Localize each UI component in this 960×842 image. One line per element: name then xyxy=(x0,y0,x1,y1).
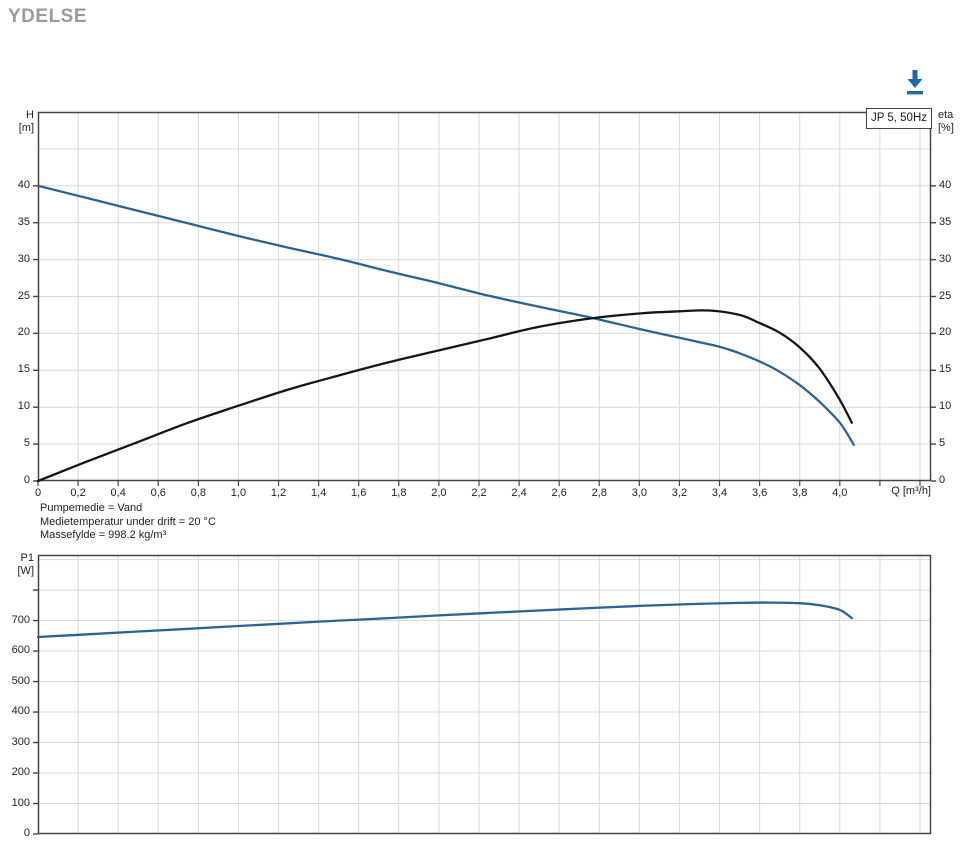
x-axis-tick-label: 2,6 xyxy=(551,487,567,499)
x-axis-tick-label: 0 xyxy=(34,487,42,499)
y-axis-tick-label: 5 xyxy=(939,437,946,450)
x-axis-tick-label: 4,0 xyxy=(832,487,848,499)
x-axis-tick-label: 2,8 xyxy=(591,487,607,499)
y-axis-tick-label: 20 xyxy=(939,326,952,339)
y-axis-tick-label: 40 xyxy=(17,178,30,191)
y-axis-tick-label: 500 xyxy=(11,674,30,687)
x-axis-tick-label: 3,0 xyxy=(631,487,647,499)
y-axis-tick-label: 15 xyxy=(17,363,30,376)
y-axis-tick-label: 35 xyxy=(17,215,30,228)
annotation-medium-temperature: Medietemperatur under drift = 20 °C xyxy=(40,515,216,528)
x-axis-tick-label: 3,4 xyxy=(711,487,728,499)
y-axis-tick-label: 30 xyxy=(17,252,30,265)
y-axis-tick-label: 35 xyxy=(939,215,952,228)
download-arrow-icon xyxy=(907,70,923,95)
h-axis-label: H [m] xyxy=(18,109,34,134)
y-axis-tick-label: 15 xyxy=(939,363,952,376)
y-axis-tick-label: 400 xyxy=(11,705,30,718)
y-axis-tick-label: 30 xyxy=(939,252,952,265)
curve-label-box: JP 5, 50Hz xyxy=(866,108,932,129)
y-axis-tick-label: 600 xyxy=(11,644,30,657)
annotation-density: Massefylde = 998.2 kg/m³ xyxy=(40,529,167,541)
y-axis-tick-label: 0 xyxy=(23,827,30,839)
y-axis-tick-label: 25 xyxy=(17,289,30,302)
chart-frame xyxy=(37,554,932,835)
y-axis-tick-label: 700 xyxy=(11,613,30,626)
x-axis-tick-label: 2,0 xyxy=(431,487,447,499)
head-curve xyxy=(36,184,855,446)
annotation-pump-medium: Pumpemedie = Vand xyxy=(40,502,143,514)
efficiency-curve xyxy=(36,309,853,483)
eta-axis-label: eta [%] xyxy=(938,109,954,134)
x-axis-tick-label: 1,2 xyxy=(270,487,287,499)
q-axis-label: Q [m³/h] xyxy=(891,485,931,497)
y-axis-tick-label: 0 xyxy=(23,474,30,486)
x-axis-tick-label: 2,2 xyxy=(471,487,487,499)
chart-annotations: Pumpemedie = Vand Medietemperatur under … xyxy=(40,502,216,543)
x-axis-tick-label: 0,4 xyxy=(110,487,126,499)
chart-frame xyxy=(37,111,932,482)
y-axis-tick-label: 40 xyxy=(939,178,952,191)
y-axis-tick-label: 20 xyxy=(17,326,30,339)
y-axis-tick-label: 300 xyxy=(11,735,30,748)
x-axis-tick-label: 3,6 xyxy=(751,487,768,499)
x-axis-tick-label: 3,2 xyxy=(671,487,688,499)
x-axis-tick-label: 1,0 xyxy=(230,487,247,499)
x-axis-tick-label: 1,6 xyxy=(351,487,367,499)
y-axis-tick-label: 10 xyxy=(939,400,952,413)
power-consumption-chart: P1 [W] 0 100 200 300 400 500 600 700 xyxy=(12,552,932,839)
power-curve xyxy=(36,601,853,639)
x-axis-tick-label: 0,2 xyxy=(70,487,86,499)
x-axis-tick-label: 0,6 xyxy=(150,487,166,499)
y-axis-tick-label: 0 xyxy=(939,474,946,486)
y-axis-tick-label: 5 xyxy=(23,437,30,450)
y-axis-tick-label: 200 xyxy=(11,766,30,779)
y-axis-tick-label: 25 xyxy=(939,289,952,302)
x-axis-tick-label: 0,8 xyxy=(190,487,206,499)
p1-axis-label: P1 [W] xyxy=(17,552,35,577)
pump-performance-chart: H [m] eta [%] Q [m³/h] 0 5 10 15 20 25 30 35 40 0… xyxy=(18,109,954,499)
x-axis-tick-label: 3,8 xyxy=(792,487,808,499)
x-axis-tick-label: 2,4 xyxy=(511,487,527,499)
download-icon[interactable] xyxy=(901,68,929,98)
y-axis-tick-label: 10 xyxy=(17,400,30,413)
page-title: YDELSE xyxy=(8,6,88,27)
x-axis-tick-label: 1,8 xyxy=(391,487,407,499)
y-axis-tick-label: 100 xyxy=(11,796,30,809)
x-axis-tick-label: 1,4 xyxy=(310,487,327,499)
